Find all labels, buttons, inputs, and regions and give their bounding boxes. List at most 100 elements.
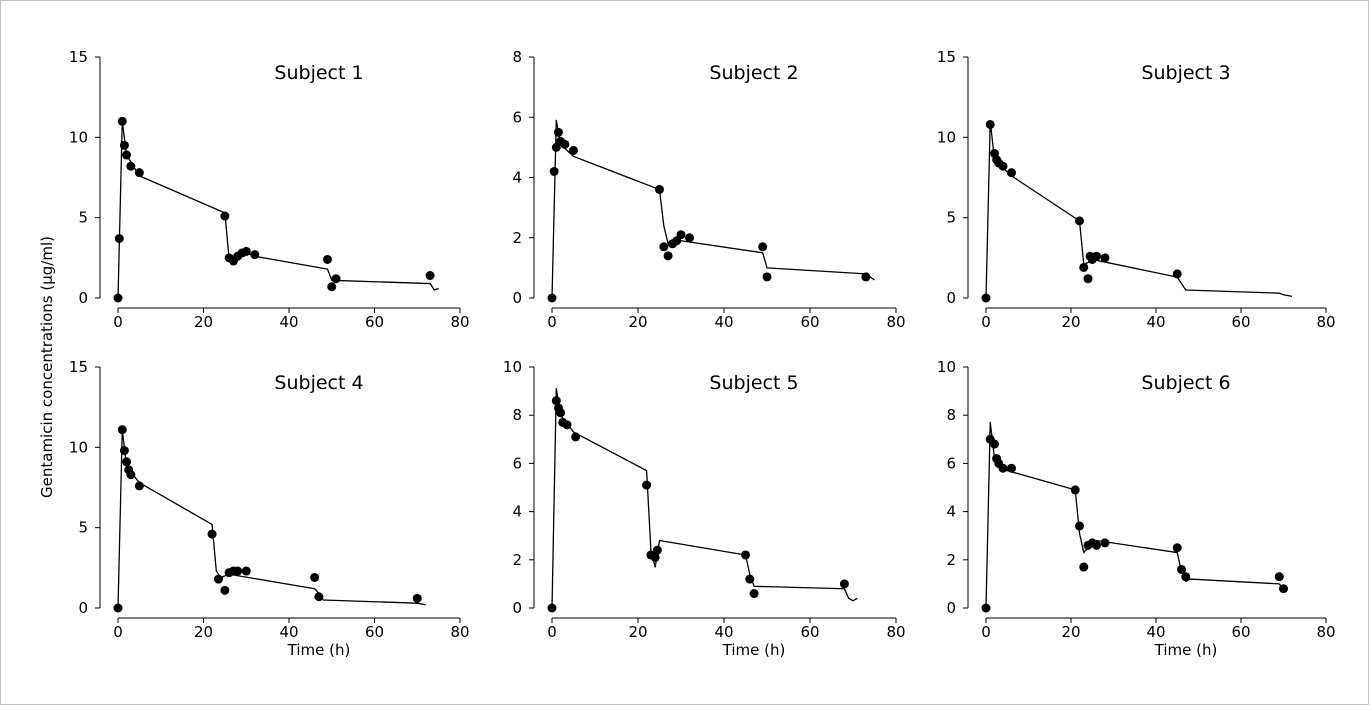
y-tick-label: 2 [512, 551, 522, 569]
y-tick-label: 15 [69, 48, 88, 66]
y-tick-label: 0 [946, 289, 956, 307]
data-point [1083, 274, 1093, 284]
data-point [1274, 572, 1284, 582]
x-tick-label: 0 [981, 313, 991, 331]
panel-title: Subject 3 [1141, 62, 1230, 84]
x-tick-label: 0 [547, 623, 557, 641]
x-tick-label: 40 [279, 623, 298, 641]
data-point [126, 161, 136, 171]
data-point [241, 566, 251, 576]
y-tick-label: 4 [946, 503, 956, 521]
x-tick-label: 60 [1231, 623, 1250, 641]
panel-title: Subject 6 [1141, 372, 1230, 394]
y-tick-label: 10 [69, 128, 88, 146]
data-point [998, 463, 1008, 473]
x-tick-label: 60 [365, 623, 384, 641]
model-fit-line [985, 120, 1293, 299]
x-tick-label: 80 [1316, 313, 1335, 331]
data-point [1075, 521, 1084, 531]
y-tick-label: 6 [512, 454, 522, 472]
data-point [314, 592, 324, 602]
panel-4: 0 5 10 15 0 20 40 60 80 Subject 4 Time (h) [69, 358, 470, 659]
data-point [322, 254, 332, 264]
data-point [685, 233, 695, 243]
y-tick-label: 10 [69, 438, 88, 456]
panel-5: 0 2 4 6 8 10 0 20 40 60 80 Subject 5 Time (h) [503, 358, 906, 659]
panel-title: Subject 2 [709, 62, 798, 84]
panel-title: Subject 4 [274, 372, 363, 394]
model-fit-line [551, 119, 875, 299]
panel-title: Subject 5 [709, 372, 798, 394]
y-tick-label: 5 [78, 519, 88, 537]
data-point [134, 168, 144, 178]
x-tick-label: 80 [450, 313, 469, 331]
data-point [861, 272, 871, 282]
data-point [310, 572, 320, 582]
data-point [758, 242, 768, 252]
data-point [642, 480, 652, 490]
x-tick-label: 0 [547, 313, 557, 331]
y-axis-title: Gentamicin concentrations (μg/ml) [38, 236, 56, 498]
data-point [412, 593, 422, 603]
x-tick-label: 60 [365, 313, 384, 331]
model-fit-line [117, 429, 426, 609]
data-point [569, 145, 578, 155]
data-point [1007, 168, 1016, 178]
y-tick-label: 4 [512, 169, 522, 187]
x-tick-label: 0 [981, 623, 991, 641]
x-tick-label: 20 [628, 623, 647, 641]
panel-6: 0 2 4 6 8 10 0 20 40 60 80 Subject 6 Time (h) [937, 358, 1336, 659]
x-tick-label: 0 [113, 313, 123, 331]
data-point [749, 589, 759, 599]
x-tick-label: 80 [1316, 623, 1335, 641]
data-point [659, 242, 669, 252]
x-tick-label: 80 [886, 623, 905, 641]
x-tick-label: 40 [714, 313, 733, 331]
y-tick-label: 15 [69, 358, 88, 376]
x-tick-label: 40 [714, 623, 733, 641]
x-tick-label: 20 [1061, 623, 1080, 641]
x-axis-title: Time (h) [287, 641, 351, 659]
x-tick-label: 60 [800, 623, 819, 641]
data-point [1172, 543, 1182, 553]
x-tick-label: 40 [1146, 623, 1165, 641]
y-tick-label: 5 [946, 209, 956, 227]
data-point [1092, 540, 1101, 550]
data-point [220, 585, 230, 595]
x-tick-label: 40 [279, 313, 298, 331]
x-tick-label: 60 [1231, 313, 1250, 331]
x-tick-label: 20 [194, 623, 213, 641]
x-tick-label: 40 [1146, 313, 1165, 331]
x-tick-label: 20 [194, 313, 213, 331]
panel-title: Subject 1 [274, 62, 363, 84]
y-tick-label: 8 [946, 406, 956, 424]
x-axis-title: Time (h) [722, 641, 786, 659]
panel-3: 0 5 10 15 0 20 40 60 80 Subject 3 [937, 48, 1336, 331]
y-tick-label: 0 [946, 599, 956, 617]
y-tick-label: 0 [512, 599, 522, 617]
data-point [1100, 253, 1110, 263]
data-point [331, 274, 341, 284]
data-point [1085, 251, 1095, 261]
data-point [327, 282, 337, 292]
data-point [998, 161, 1008, 171]
data-point [676, 230, 686, 240]
y-tick-label: 0 [512, 289, 522, 307]
data-point [233, 566, 243, 576]
data-point [1181, 572, 1191, 582]
y-tick-label: 10 [937, 128, 956, 146]
panel-1: 0 5 10 15 0 20 40 60 80 Subject 1 [69, 48, 470, 331]
data-point [126, 470, 136, 480]
y-tick-label: 0 [78, 599, 88, 617]
data-point [213, 574, 223, 584]
data-point [1100, 538, 1110, 548]
data-point [549, 166, 559, 176]
y-tick-label: 6 [946, 454, 956, 472]
y-tick-label: 6 [512, 108, 522, 126]
data-point [762, 272, 772, 282]
x-tick-label: 60 [800, 313, 819, 331]
x-tick-label: 0 [113, 623, 123, 641]
